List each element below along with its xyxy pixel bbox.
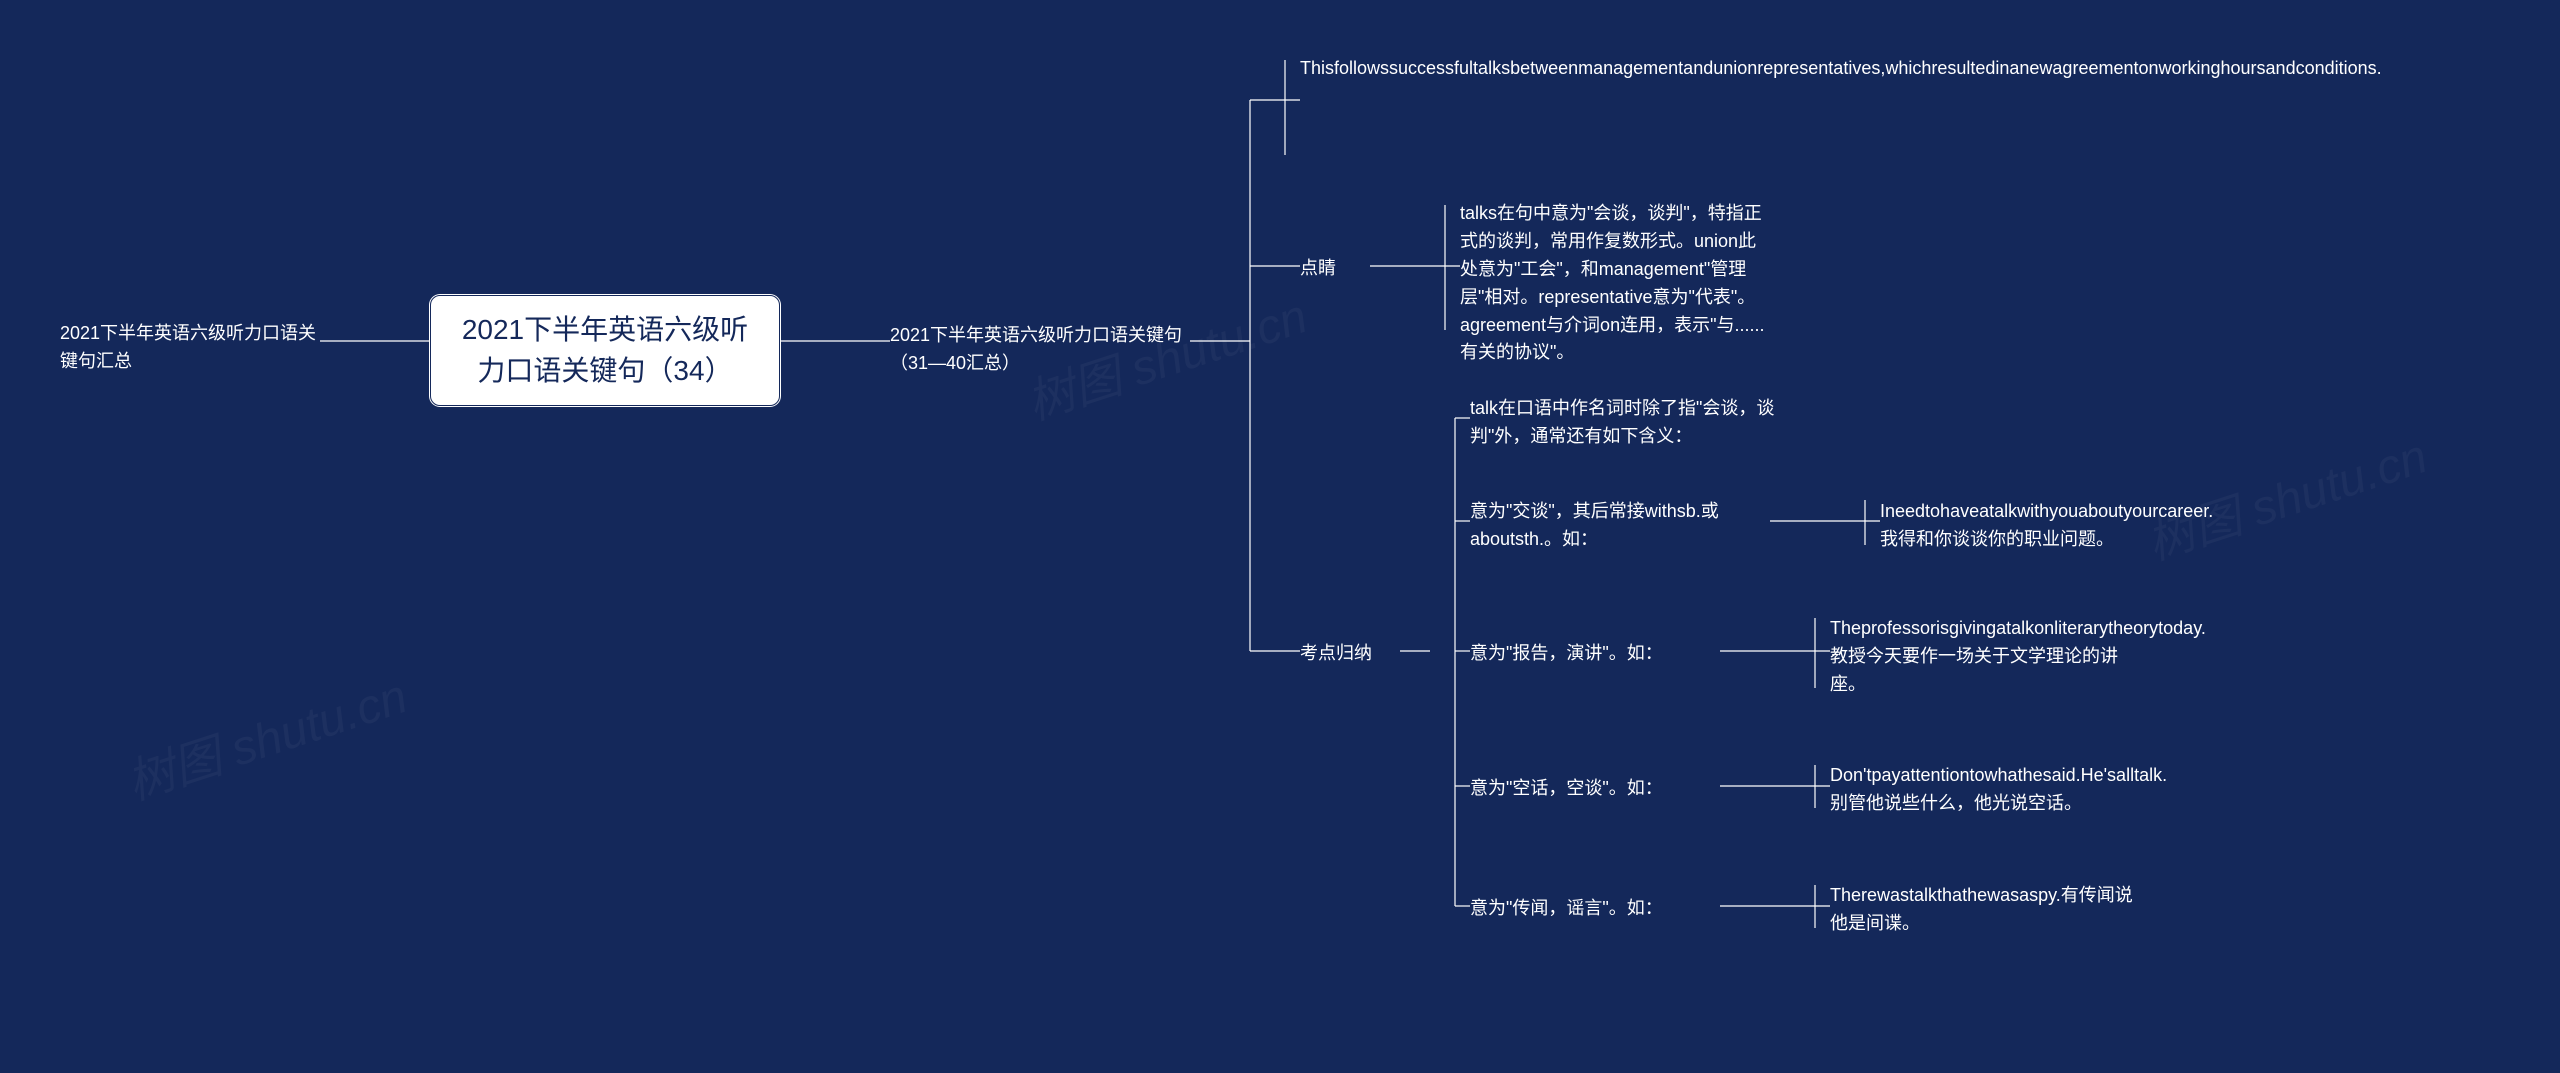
gc3-child-1-example[interactable]: Ineedtohaveatalkwithyouaboutyourcareer.我… [1880, 498, 2200, 554]
watermark: 树图 shutu.cn [116, 657, 414, 813]
left-node[interactable]: 2021下半年英语六级听力口语关键句汇总 [60, 320, 320, 376]
gc2-text[interactable]: talks在句中意为"会谈，谈判"，特指正式的谈判，常用作复数形式。union此… [1460, 200, 1770, 367]
gc3-child-0[interactable]: talk在口语中作名词时除了指"会谈，谈判"外，通常还有如下含义： [1470, 395, 1780, 451]
center-node[interactable]: 2021下半年英语六级听力口语关键句（34） [430, 295, 780, 406]
gc3-child-4[interactable]: 意为"传闻，谣言"。如： [1470, 895, 1730, 923]
right-node[interactable]: 2021下半年英语六级听力口语关键句（31—40汇总） [890, 322, 1190, 378]
gc3-label[interactable]: 考点归纳 [1300, 640, 1400, 668]
gc3-child-1[interactable]: 意为"交谈"，其后常接withsb.或aboutsth.。如： [1470, 498, 1770, 554]
gc2-label[interactable]: 点睛 [1300, 255, 1370, 283]
gc3-child-4-example[interactable]: Therewastalkthathewasaspy.有传闻说他是间谍。 [1830, 882, 2150, 938]
gc3-child-3[interactable]: 意为"空话，空谈"。如： [1470, 775, 1730, 803]
gc3-child-2[interactable]: 意为"报告，演讲"。如： [1470, 640, 1730, 668]
gc1-node[interactable]: Thisfollowssuccessfultalksbetweenmanagem… [1300, 55, 1610, 83]
gc3-child-2-example[interactable]: Theprofessorisgivingatalkonliterarytheor… [1830, 615, 2150, 699]
gc3-child-3-example[interactable]: Don'tpayattentiontowhathesaid.He'salltal… [1830, 762, 2150, 818]
